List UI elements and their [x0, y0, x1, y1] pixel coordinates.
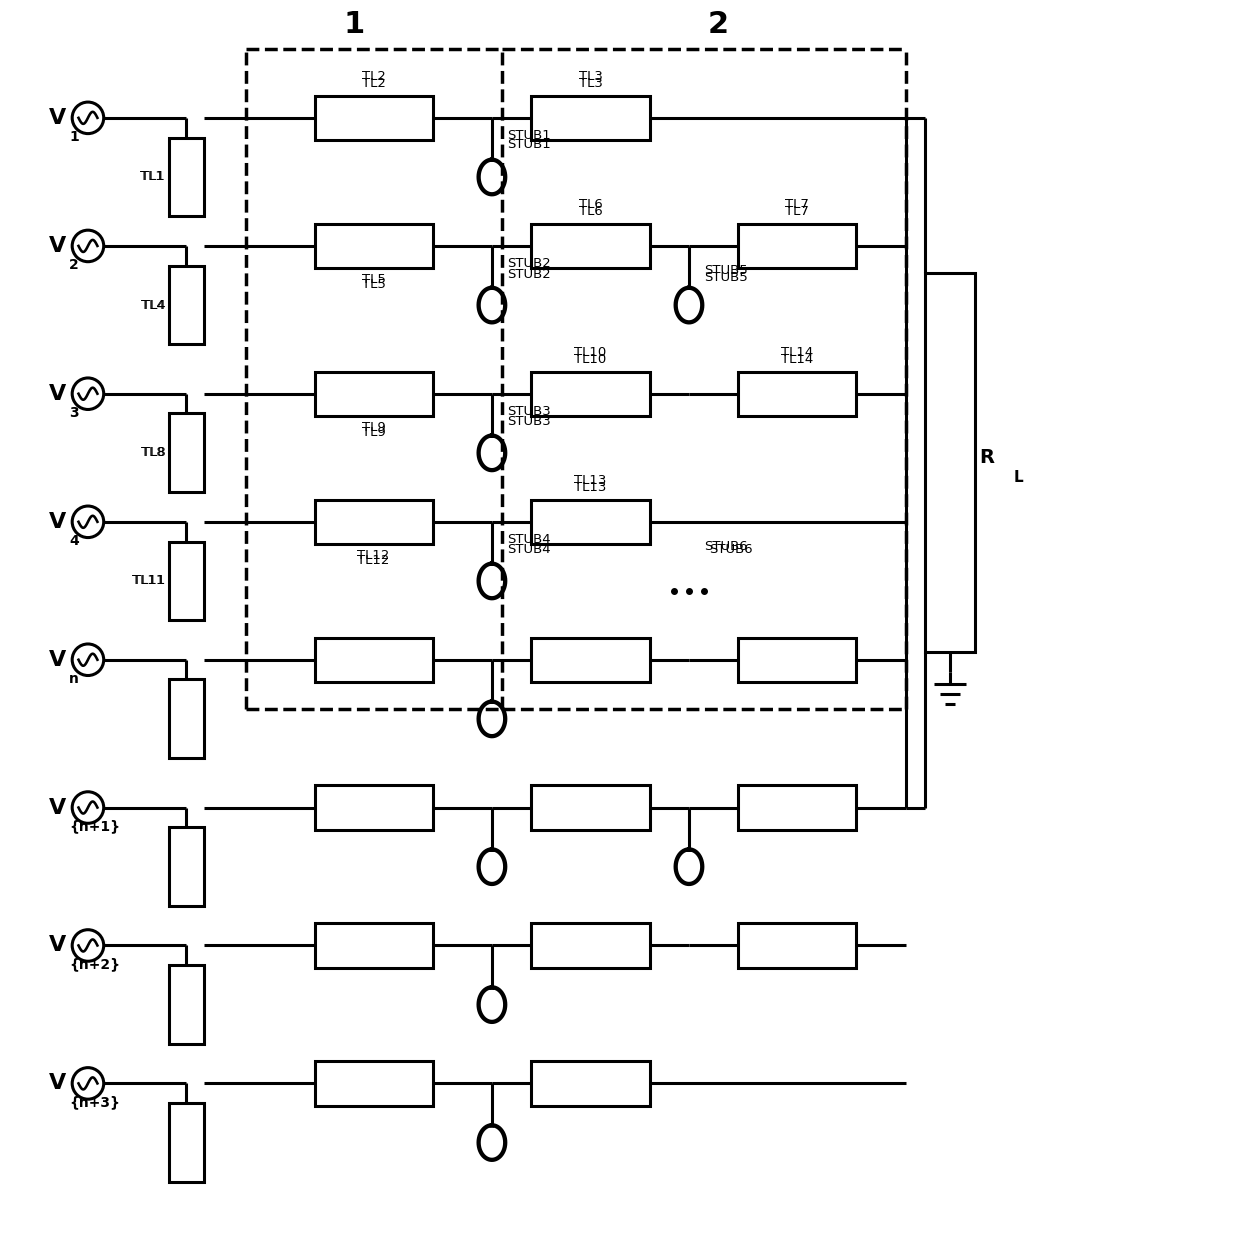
Text: V: V — [50, 236, 66, 256]
Text: 1: 1 — [69, 130, 79, 144]
Text: n: n — [69, 671, 79, 685]
Text: {n+1}: {n+1} — [69, 820, 120, 834]
Text: {n+3}: {n+3} — [69, 1096, 120, 1109]
Text: TL9: TL9 — [362, 426, 386, 439]
Text: STUB3: STUB3 — [507, 404, 551, 418]
Bar — [315, 499, 433, 544]
Text: TL6: TL6 — [579, 198, 603, 211]
Text: TL10: TL10 — [574, 346, 606, 358]
Text: V: V — [50, 107, 66, 127]
Text: TL5: TL5 — [362, 273, 386, 287]
Text: {n+2}: {n+2} — [69, 957, 120, 971]
Bar — [531, 96, 650, 140]
Text: TL11: TL11 — [133, 574, 165, 588]
Text: STUB4: STUB4 — [507, 543, 551, 557]
Bar — [531, 924, 650, 967]
Text: TL12: TL12 — [357, 554, 389, 567]
Text: V: V — [50, 1073, 66, 1093]
Bar — [738, 638, 857, 681]
Text: TL3: TL3 — [579, 77, 603, 90]
Bar — [315, 1061, 433, 1106]
Text: STUB3: STUB3 — [507, 416, 551, 428]
Text: L: L — [1014, 470, 1024, 485]
Text: TL7: TL7 — [785, 198, 810, 211]
Text: TL8: TL8 — [140, 447, 165, 459]
Text: TL12: TL12 — [357, 549, 389, 563]
Bar — [315, 223, 433, 268]
Text: STUB2: STUB2 — [507, 267, 551, 281]
Bar — [169, 827, 203, 906]
Bar — [925, 273, 975, 653]
Text: STUB1: STUB1 — [507, 137, 551, 151]
Bar — [315, 372, 433, 416]
Bar — [738, 785, 857, 830]
Bar — [169, 965, 203, 1045]
Text: TL2: TL2 — [362, 77, 386, 90]
Text: TL13: TL13 — [574, 474, 606, 487]
Text: 2: 2 — [708, 10, 729, 39]
Text: R: R — [980, 448, 994, 467]
Bar — [531, 785, 650, 830]
Text: TL11: TL11 — [131, 574, 165, 588]
Text: TL3: TL3 — [579, 70, 603, 82]
Text: TL1: TL1 — [141, 171, 165, 183]
Text: V: V — [50, 936, 66, 956]
Text: TL4: TL4 — [141, 298, 165, 312]
Text: TL7: TL7 — [785, 206, 810, 218]
Bar — [169, 137, 203, 216]
Text: TL13: TL13 — [574, 482, 606, 494]
Bar — [315, 785, 433, 830]
Text: TL10: TL10 — [574, 353, 606, 366]
Text: STUB6: STUB6 — [709, 543, 753, 557]
Bar — [738, 372, 857, 416]
Bar — [738, 924, 857, 967]
Text: V: V — [50, 512, 66, 532]
Text: V: V — [50, 650, 66, 670]
Text: STUB2: STUB2 — [507, 257, 551, 270]
Text: V: V — [50, 797, 66, 817]
Text: TL4: TL4 — [140, 298, 165, 312]
Text: 1: 1 — [343, 10, 365, 39]
Bar — [169, 542, 203, 620]
Text: TL14: TL14 — [781, 353, 813, 366]
Bar — [169, 266, 203, 344]
Text: TL1: TL1 — [140, 171, 165, 183]
Text: STUB1: STUB1 — [507, 129, 551, 142]
Text: 4: 4 — [69, 534, 79, 548]
Text: STUB5: STUB5 — [704, 265, 748, 277]
Text: TL2: TL2 — [362, 70, 386, 82]
Bar — [531, 499, 650, 544]
Text: STUB6: STUB6 — [704, 540, 748, 553]
Text: STUB4: STUB4 — [507, 533, 551, 547]
Text: TL14: TL14 — [781, 346, 813, 358]
Bar — [169, 679, 203, 759]
Text: 3: 3 — [69, 406, 79, 419]
Bar — [531, 1061, 650, 1106]
Bar — [315, 638, 433, 681]
Text: STUB5: STUB5 — [704, 271, 748, 283]
Text: TL9: TL9 — [362, 422, 386, 434]
Text: TL5: TL5 — [362, 278, 386, 291]
Bar — [738, 223, 857, 268]
Bar — [315, 96, 433, 140]
Bar — [169, 413, 203, 492]
Bar — [531, 372, 650, 416]
Bar — [315, 924, 433, 967]
Text: V: V — [50, 383, 66, 403]
Bar — [531, 638, 650, 681]
Text: 2: 2 — [69, 258, 79, 272]
Bar — [531, 223, 650, 268]
Bar — [169, 1103, 203, 1182]
Text: TL8: TL8 — [141, 447, 165, 459]
Text: TL6: TL6 — [579, 206, 603, 218]
